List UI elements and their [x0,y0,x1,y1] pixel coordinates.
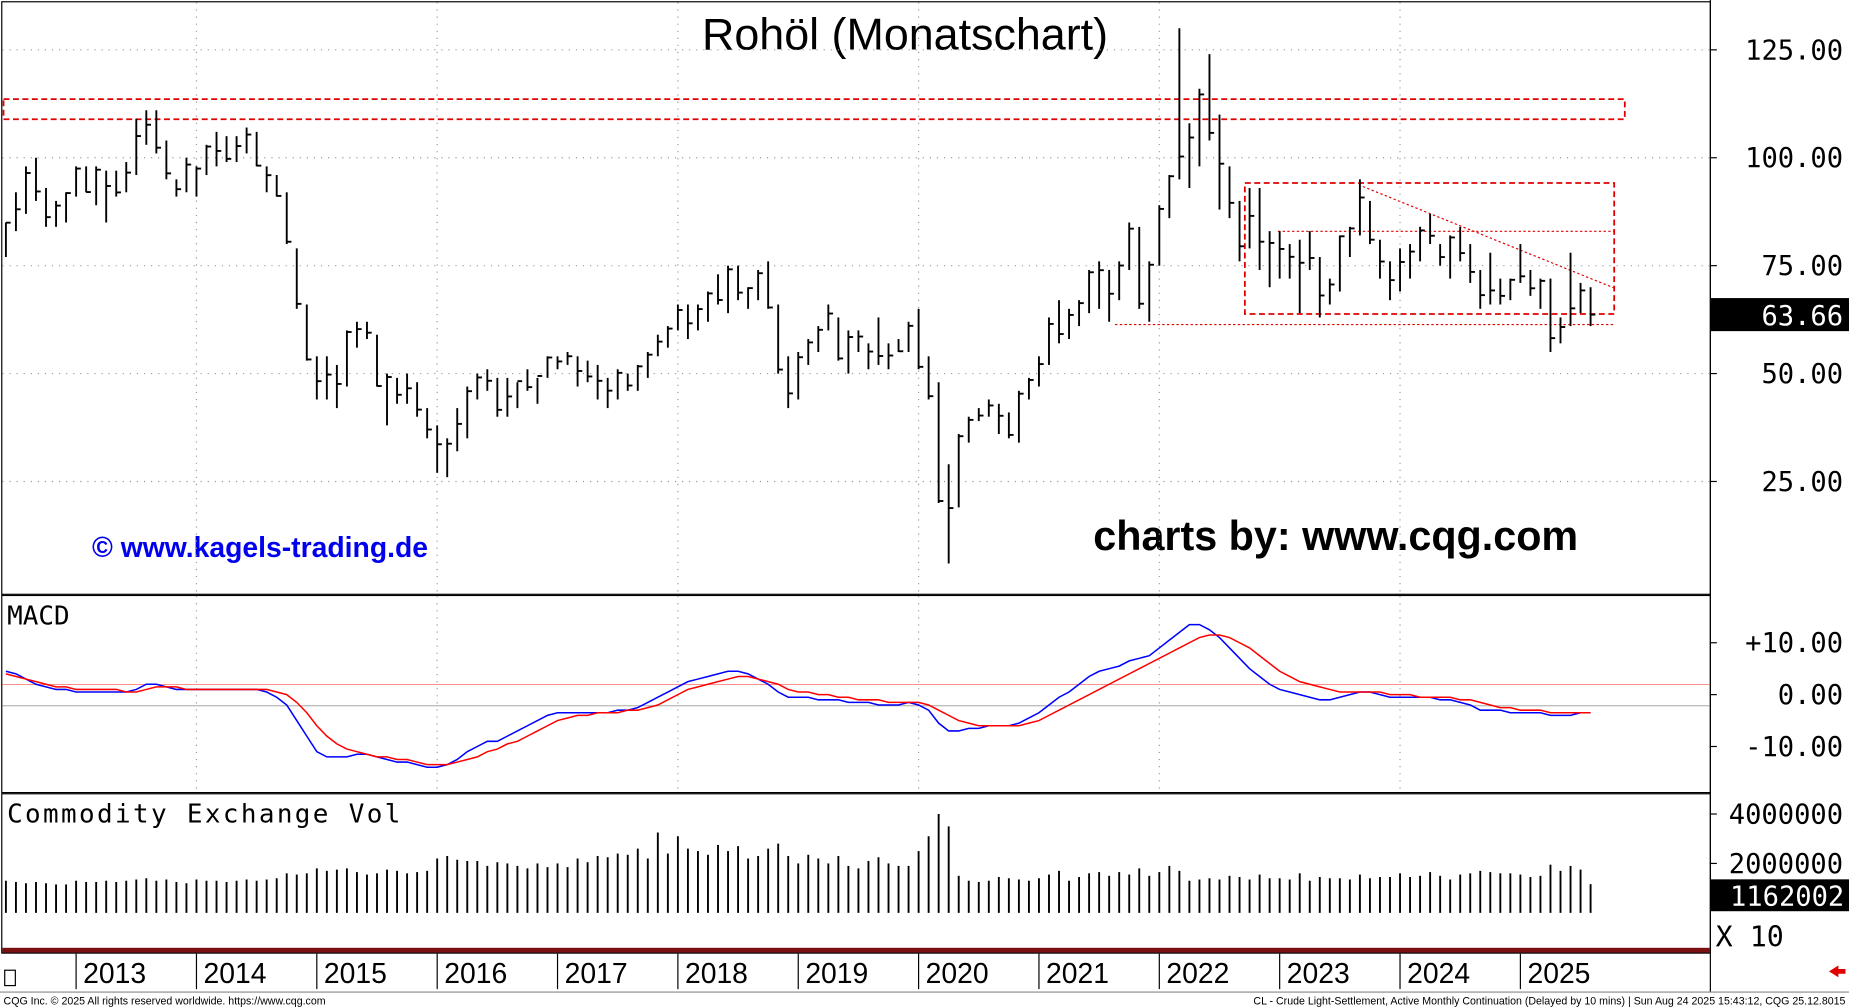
range-box [1243,182,1616,315]
x-tick-label: 2024 [1407,958,1470,990]
y-tick-label: 0.00 [1778,680,1843,711]
x-tick-label: 2025 [1527,958,1590,990]
scroll-arrow[interactable] [1828,965,1846,978]
x-tick-label: 2021 [1046,958,1109,990]
last-price-label: 63.66 [1761,301,1843,332]
macd-line [5,623,1591,769]
watermark: © www.kagels-trading.de [92,532,428,564]
y-tick-label: 4000000 [1729,799,1843,830]
corner-box [4,969,16,987]
y-tick-label: -10.00 [1745,732,1843,763]
y-tick-label: 50.00 [1761,359,1843,390]
footer-right: CL - Crude Light-Settlement, Active Mont… [1253,995,1845,1007]
x-tick-label: 2023 [1287,958,1350,990]
y-tick-label: 75.00 [1761,251,1843,282]
chart-title: Rohöl (Monatschart) [702,9,1108,60]
x-tick-label: 2015 [324,958,387,990]
macd-line [5,634,1591,766]
last-volume-box [1710,879,1849,912]
time-strip [2,947,1710,953]
source-note: charts by: www.cqg.com [1093,513,1578,559]
volume-title: Commodity Exchange Vol [7,800,403,830]
x-tick-label: 2019 [805,958,868,990]
footer-left: CQG Inc. © 2025 All rights reserved worl… [4,995,326,1007]
y-tick-label: 25.00 [1761,467,1843,498]
annotation-shapes [2,98,1626,326]
x-tick-label: 2018 [685,958,748,990]
x-tick-label: 2014 [204,958,267,990]
last-volume-label: 1162002 [1730,881,1844,912]
x-tick-label: 2016 [444,958,507,990]
x-tick-label: 2013 [83,958,146,990]
x-tick-label: 2020 [926,958,989,990]
y-tick-label: 2000000 [1729,849,1843,880]
x-tick-label: 2022 [1166,958,1229,990]
y-tick-label: 100.00 [1745,143,1843,174]
volume-multiplier: X 10 [1716,921,1784,954]
y-tick-label: 125.00 [1745,35,1843,66]
last-price-box [1710,298,1849,332]
frames [1,0,1711,992]
y-tick-label: +10.00 [1745,628,1843,659]
x-tick-label: 2017 [565,958,628,990]
macd-title: MACD [7,601,70,631]
